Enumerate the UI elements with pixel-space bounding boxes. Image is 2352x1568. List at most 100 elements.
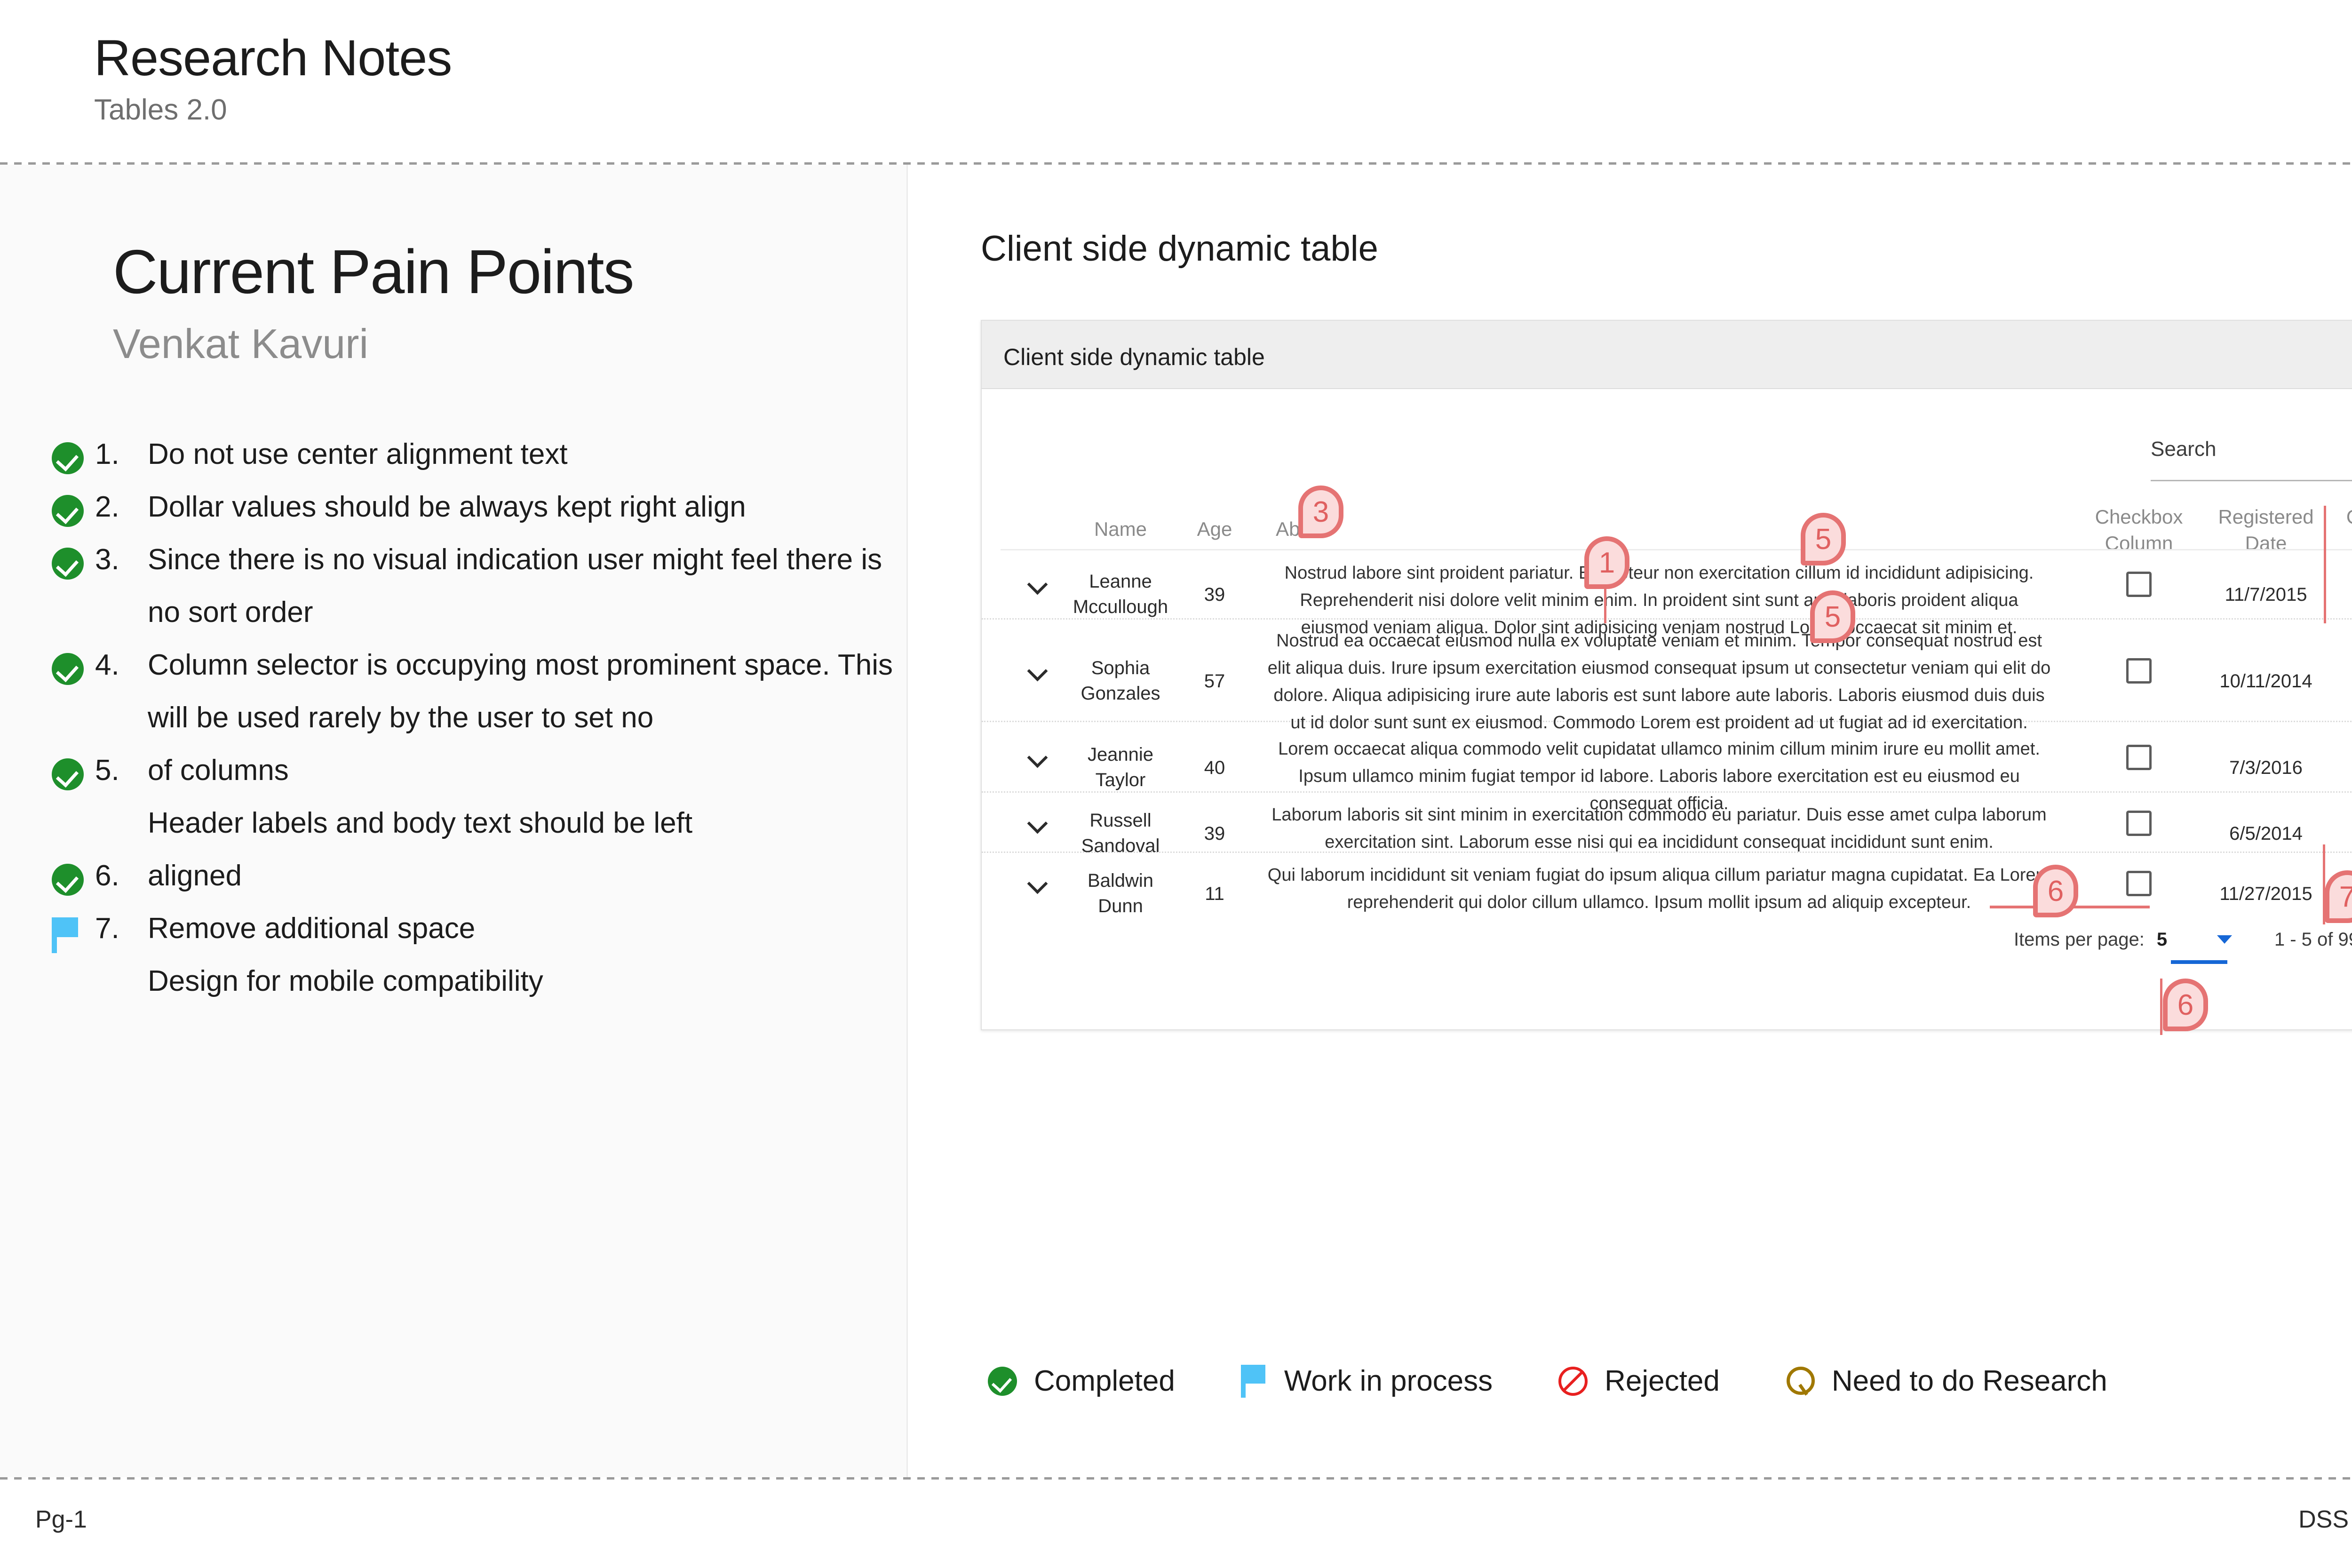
list-item: 1. Do not use center alignment text	[52, 428, 898, 481]
list-item: 6. aligned	[52, 850, 898, 902]
column-header-age[interactable]: Age	[1197, 518, 1232, 540]
table-row[interactable]: Jeannie Taylor 40 Lorem occaecat aliqua …	[982, 722, 2352, 813]
row-checkbox[interactable]	[2126, 658, 2152, 684]
cell-created-date: 8/20/17,	[2336, 808, 2352, 833]
cell-about: Nostrud ea occaecat eiusmod nulla ex vol…	[1267, 631, 2051, 732]
search-field[interactable]: Search	[2151, 438, 2352, 481]
table-row[interactable]: Leanne Mccullough 39 Nostrud labore sint…	[982, 549, 2352, 637]
table-card: Client side dynamic table	[981, 320, 2352, 1030]
cell-registered: 11/7/2015	[2225, 584, 2307, 605]
page-number: Pg-1	[35, 1506, 87, 1533]
list-item: 4. Column selector is occupying most pro…	[52, 639, 898, 744]
items-per-page-value: 5	[2156, 929, 2168, 950]
legend-item-work-in-process: Work in process	[1240, 1364, 1493, 1398]
check-circle-icon	[52, 850, 95, 896]
cell-about: Qui laborum incididunt sit veniam fugiat…	[1267, 865, 2051, 912]
cell-about: Laborum laboris sit sint minim in exerci…	[1271, 805, 2047, 852]
cell-registered: 7/3/2016	[2229, 757, 2303, 778]
table-header-row: Name Age About Checkbox Column Registere…	[982, 483, 2352, 554]
table-paginator: Items per page: 5 1 - 5 of 99	[2013, 925, 2352, 964]
right-panel: Client side dynamic table Client side dy…	[908, 165, 2352, 1477]
column-header-name[interactable]: Name	[1094, 518, 1147, 540]
data-table: Name Age About Checkbox Column Registere…	[982, 483, 2352, 916]
cell-created-time: 8:24 AM	[2336, 681, 2352, 706]
items-per-page-select[interactable]: 5	[2156, 929, 2232, 964]
cell-created-date: 8/13/15,	[2336, 742, 2352, 767]
column-header-checkbox[interactable]: Checkbox Column	[2095, 506, 2183, 554]
check-circle-icon	[52, 428, 95, 474]
annotation-badge-3: 3	[1298, 486, 1343, 538]
annotation-leader-7	[2323, 844, 2325, 924]
cell-name: Baldwin Dunn	[1087, 870, 1154, 916]
row-checkbox[interactable]	[2126, 871, 2152, 896]
items-per-page-label: Items per page:	[2013, 929, 2145, 950]
annotation-leader-5a	[2324, 506, 2326, 623]
list-item-number: 6.	[95, 860, 119, 892]
list-item: 3. Since there is no visual indication u…	[52, 533, 898, 639]
cell-registered: 10/11/2014	[2219, 671, 2312, 692]
list-item-number: 5.	[95, 754, 119, 787]
list-item-label: of columns Header labels and body text s…	[148, 744, 898, 850]
table-row[interactable]: Sophia Gonzales 57 Nostrud ea occaecat e…	[982, 620, 2352, 732]
search-underline	[2151, 480, 2352, 481]
check-circle-icon	[52, 481, 95, 527]
list-item-label: Do not use center alignment text	[148, 438, 568, 470]
table-row[interactable]: Baldwin Dunn 11 Qui laborum incididunt s…	[982, 853, 2352, 916]
cell-registered: 6/5/2014	[2229, 823, 2303, 844]
list-item-line-primary: of columns	[148, 754, 289, 787]
list-item: 7. Remove additional space Design for mo…	[52, 902, 898, 1008]
card-body: Search Column selector 7 of 7 columns di…	[982, 389, 2352, 1029]
card-title-bar: Client side dynamic table	[982, 321, 2352, 389]
deck-title: Research Notes	[94, 29, 452, 86]
list-item: 5. of columns Header labels and body tex…	[52, 744, 898, 850]
list-item-label: Column selector is occupying most promin…	[148, 649, 893, 734]
pain-points-list: 1. Do not use center alignment text 2. D…	[52, 428, 898, 1008]
left-panel: Current Pain Points Venkat Kavuri 1. Do …	[0, 165, 908, 1477]
list-item: 2. Dollar values should be always kept r…	[52, 481, 898, 533]
search-input[interactable]: Search	[2151, 438, 2217, 461]
legend-label: Work in process	[1284, 1365, 1493, 1397]
cell-age: 39	[1204, 584, 1225, 605]
legend-label: Completed	[1034, 1365, 1175, 1397]
column-header-registered[interactable]: Registered Date	[2218, 506, 2314, 554]
rejected-icon	[1558, 1366, 1588, 1396]
legend-item-need-research: Need to do Research	[1786, 1364, 2107, 1398]
row-checkbox[interactable]	[2126, 811, 2152, 836]
header-divider	[0, 162, 2352, 165]
items-per-page-underline	[2170, 960, 2227, 964]
legend-item-completed: Completed	[988, 1364, 1175, 1398]
deck-subtitle: Tables 2.0	[94, 94, 227, 126]
flag-icon	[52, 902, 95, 953]
annotation-leader-6b	[2160, 979, 2162, 1035]
page-range-label: 1 - 5 of 99	[2274, 929, 2352, 950]
check-circle-icon	[52, 744, 95, 790]
cell-age: 57	[1204, 671, 1225, 692]
annotation-badge-5c: 5	[1810, 590, 1855, 643]
row-checkbox[interactable]	[2126, 572, 2152, 597]
chevron-down-icon	[2217, 935, 2232, 944]
slide-header: Research Notes Tables 2.0	[0, 0, 2352, 162]
row-checkbox[interactable]	[2126, 745, 2152, 770]
list-item-label: aligned	[148, 860, 242, 892]
author-name: Venkat Kavuri	[113, 320, 368, 367]
annotation-badge-1: 1	[1584, 536, 1629, 589]
list-item-number: 1.	[95, 438, 119, 470]
page-title: Current Pain Points	[113, 237, 635, 306]
table-header-divider	[1001, 549, 2352, 550]
list-item-label: Remove additional space Design for mobil…	[148, 902, 898, 1008]
table-controls: Search Column selector 7 of 7 columns di…	[982, 415, 2352, 490]
column-header-created[interactable]: Created At	[2336, 504, 2352, 530]
table-row[interactable]: Russell Sandoval 39 Laborum laboris sit …	[982, 793, 2352, 856]
cell-name: Sophia Gonzales	[1081, 658, 1160, 704]
annotation-badge-6b: 6	[2163, 979, 2208, 1031]
list-item-label: Dollar values should be always kept righ…	[148, 491, 746, 523]
magnifier-icon	[1786, 1366, 1815, 1396]
check-circle-icon	[52, 639, 95, 685]
legend-label: Rejected	[1605, 1365, 1720, 1397]
list-item-number: 3.	[95, 543, 119, 576]
cell-created-time: 4:39 PM	[2336, 594, 2352, 620]
cell-age: 11	[1205, 883, 1224, 904]
annotation-badge-5b: 5	[1801, 513, 1846, 565]
list-item-number: 4.	[95, 649, 119, 681]
